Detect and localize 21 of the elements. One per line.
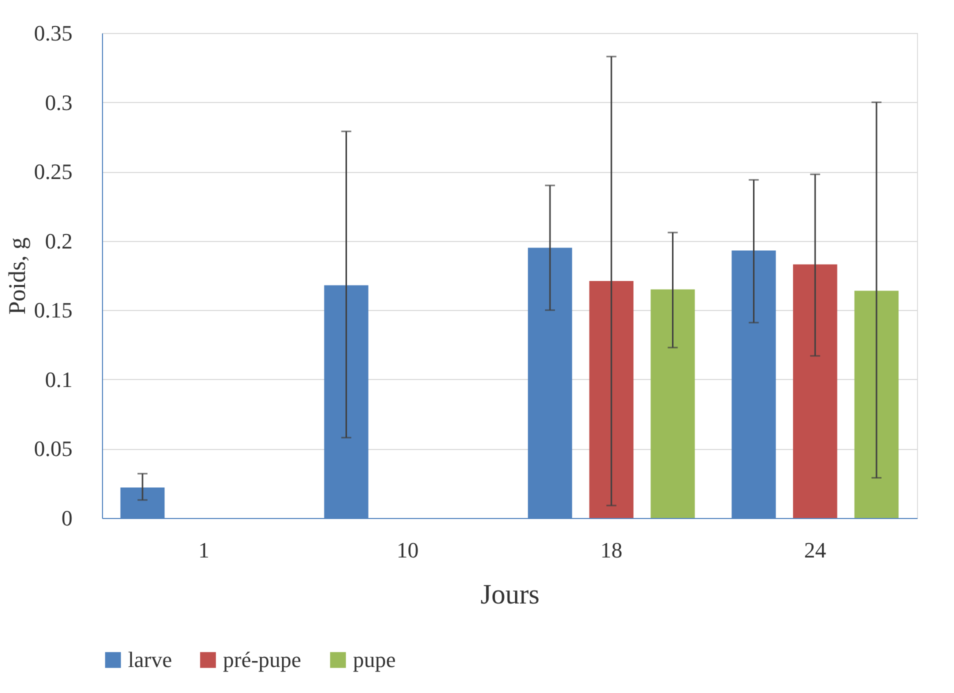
legend-label: pupe (353, 647, 396, 672)
bar (793, 264, 838, 518)
bar (589, 281, 634, 518)
legend-label: larve (128, 647, 172, 672)
y-tick-label: 0.1 (45, 366, 72, 392)
y-axis-title: Poids, g (5, 237, 31, 315)
y-tick-label: 0.2 (45, 228, 72, 254)
y-tick-label: 0 (62, 506, 72, 530)
x-axis-title: Jours (480, 580, 540, 610)
y-tick-label: 0.35 (34, 20, 72, 46)
bar (650, 289, 695, 518)
legend-label: pré-pupe (223, 647, 302, 672)
y-tick-label: 0.05 (34, 436, 72, 462)
y-tick-label: 0.3 (45, 90, 72, 115)
y-tick-label: 0.15 (34, 298, 72, 323)
y-tick-label: 0.25 (34, 159, 72, 184)
x-tick-label: 10 (396, 538, 419, 562)
x-tick-label: 24 (804, 538, 826, 562)
x-tick-label: 18 (600, 538, 622, 562)
bar (854, 290, 899, 518)
x-tick-label: 1 (198, 538, 210, 562)
